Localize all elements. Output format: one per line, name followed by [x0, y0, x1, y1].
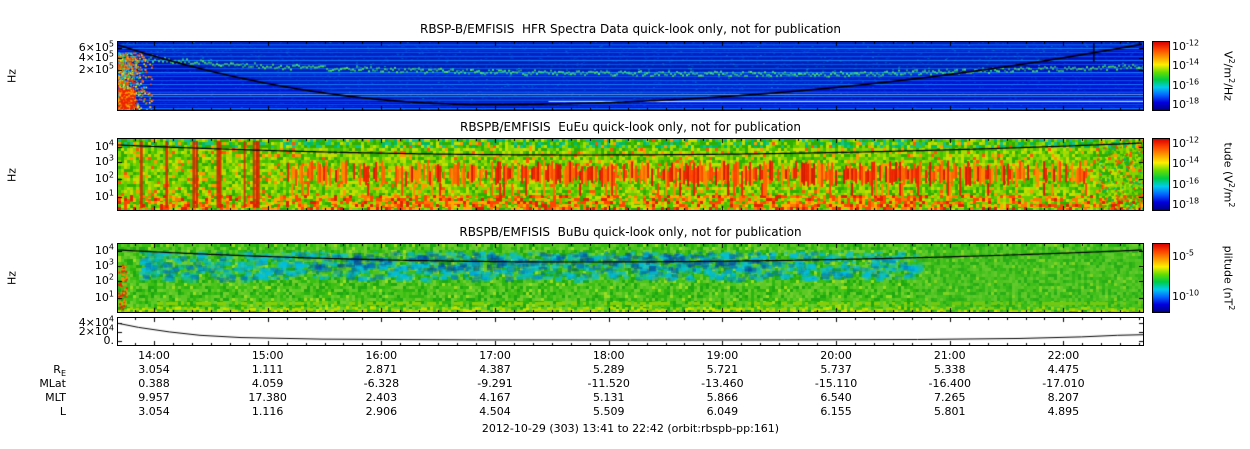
ephemeris-value: 2.871: [365, 363, 398, 376]
ephemeris-value: 8.207: [1047, 391, 1080, 404]
colorbar-unit-label: tude (V2/m2: [1221, 142, 1237, 207]
panel-title-eueu: RBSPB/EMFISIS EuEu quick-look only, not …: [460, 120, 801, 134]
colorbar-unit-label: V2/m2/Hz: [1221, 51, 1237, 101]
ephemeris-value: 4.387: [479, 363, 511, 376]
y-tick-label: 2×105: [78, 61, 114, 76]
density-line-canvas: [117, 317, 1144, 346]
ephemeris-row-label: MLT: [45, 391, 66, 404]
panel-title-hfr: RBSP-B/EMFISIS HFR Spectra Data quick-lo…: [420, 22, 841, 36]
y-tick-label: 4×104: [78, 314, 114, 329]
colorbar-tick-label: 10-16: [1172, 77, 1200, 92]
ephemeris-value: 17.380: [248, 391, 287, 404]
ephemeris-value: -16.400: [928, 377, 971, 390]
ephemeris-value: 1.116: [251, 405, 284, 418]
colorbar-tick-label: 10-12: [1172, 38, 1200, 53]
y-tick-label: 101: [94, 289, 114, 304]
time-tick-label: 15:00: [251, 349, 284, 362]
ephemeris-value: 7.265: [933, 391, 966, 404]
ephemeris-value: -15.110: [814, 377, 858, 390]
ephemeris-value: 3.054: [138, 363, 170, 376]
y-tick-label: 103: [94, 257, 114, 272]
time-tick-label: 16:00: [365, 349, 398, 362]
y-tick-label: 102: [94, 170, 114, 186]
ephemeris-value: 4.059: [251, 377, 284, 390]
ephemeris-value: -13.460: [701, 377, 744, 390]
y-tick-label: 104: [94, 242, 114, 257]
ephemeris-value: 5.801: [933, 405, 966, 418]
colorbar-tick-label: 10-14: [1172, 57, 1200, 73]
colorbar-tick-label: 10-18: [1172, 96, 1200, 112]
ephemeris-value: 4.504: [479, 405, 511, 418]
ephemeris-value: 2.403: [365, 391, 398, 404]
time-tick-label: 22:00: [1047, 349, 1080, 362]
ephemeris-value: 4.167: [479, 391, 511, 404]
ephemeris-value: 3.054: [138, 405, 170, 418]
ephemeris-value: 2.906: [365, 405, 398, 418]
colorbar-tick-label: 10-18: [1172, 196, 1200, 212]
ephemeris-value: 5.289: [592, 363, 625, 376]
y-tick-label: 2×104: [78, 323, 114, 339]
eueu-spectrogram-canvas: [117, 138, 1144, 211]
bubu-spectrogram-canvas: [117, 243, 1144, 313]
colorbar-hfr: [1152, 41, 1170, 111]
time-tick-label: 18:00: [592, 349, 625, 362]
ephemeris-value: 6.155: [820, 405, 852, 418]
ephemeris-value: 4.475: [1047, 363, 1080, 376]
colorbar-tick-label: 10-5: [1172, 248, 1194, 263]
y-tick-label: 101: [94, 187, 114, 203]
colorbar-tick-label: 10-12: [1172, 135, 1200, 150]
y-tick-label: 6×105: [78, 39, 114, 55]
figure-caption: 2012-10-29 (303) 13:41 to 22:42 (orbit:r…: [481, 422, 780, 435]
ephemeris-value: 5.509: [592, 405, 625, 418]
time-tick-label: 19:00: [706, 349, 739, 362]
time-tick-label: 17:00: [479, 349, 511, 362]
hfr-spectrogram-canvas: [117, 41, 1144, 111]
ephemeris-row-label: MLat: [39, 377, 66, 390]
y-tick-label: 103: [94, 153, 114, 169]
ephemeris-value: 0.388: [138, 377, 170, 390]
ephemeris-value: -6.328: [363, 377, 400, 390]
colorbar-bubu: [1152, 243, 1170, 313]
ephemeris-value: 9.957: [138, 391, 170, 404]
ephemeris-value: 1.111: [251, 363, 284, 376]
ephemeris-value: 5.131: [592, 391, 625, 404]
ephemeris-row-label: L: [59, 405, 66, 418]
ephemeris-value: 5.721: [706, 363, 739, 376]
y-tick-label: 0.: [103, 333, 115, 347]
ephemeris-value: 4.895: [1047, 405, 1080, 418]
ephemeris-row-label: RE: [53, 363, 66, 379]
ephemeris-value: 6.540: [820, 391, 852, 404]
ephemeris-value: -11.520: [587, 377, 630, 390]
panel-title-bubu: RBSPB/EMFISIS BuBu quick-look only, not …: [459, 225, 802, 239]
time-tick-label: 20:00: [820, 349, 852, 362]
colorbar-tick-label: 10-16: [1172, 175, 1200, 191]
colorbar-unit-label: plitude (nT2: [1221, 245, 1237, 311]
y-tick-label: 102: [94, 272, 114, 288]
y-axis-label: Hz: [5, 270, 19, 286]
y-axis-label: Hz: [5, 68, 19, 84]
y-tick-label: 104: [94, 138, 114, 153]
ephemeris-value: 6.049: [706, 405, 739, 418]
y-tick-label: 4×105: [78, 49, 114, 65]
colorbar-tick-label: 10-14: [1172, 155, 1200, 171]
ephemeris-value: 5.338: [933, 363, 966, 376]
time-tick-label: 14:00: [138, 349, 170, 362]
ephemeris-value: 5.737: [820, 363, 852, 376]
time-tick-label: 21:00: [933, 349, 966, 362]
y-axis-label: Hz: [5, 167, 19, 182]
colorbar-eueu: [1152, 138, 1170, 211]
ephemeris-value: 5.866: [706, 391, 739, 404]
ephemeris-value: -17.010: [1042, 377, 1085, 390]
ephemeris-value: -9.291: [477, 377, 513, 390]
colorbar-tick-label: 10-10: [1172, 288, 1200, 304]
